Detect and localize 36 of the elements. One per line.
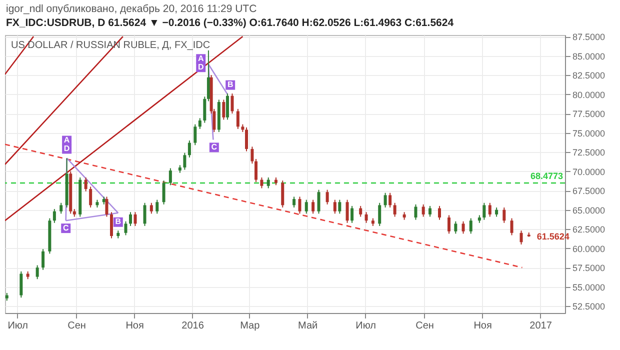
y-tick-label: 75.0000: [572, 128, 606, 138]
y-tick-label: 77.5000: [572, 109, 606, 120]
x-tick-label: Ноя: [126, 320, 144, 332]
x-tick-label: Ноя: [474, 320, 492, 332]
y-tick-label: 87.5000: [572, 32, 606, 42]
x-tick-label: 2016: [182, 320, 204, 332]
y-tick-label: 72.5000: [572, 148, 606, 158]
y-tick-label: 80.0000: [572, 90, 606, 100]
annotation: A: [64, 136, 70, 144]
y-tick-label: 65.0000: [572, 205, 606, 216]
x-tick-label: Сен: [416, 320, 434, 332]
annotation: C: [62, 223, 69, 232]
x-tick-label: Июл: [8, 320, 28, 332]
x-tick-label: Май: [298, 320, 318, 332]
x-tick-label: Сен: [68, 320, 86, 332]
y-tick-label: 52.5000: [572, 302, 606, 312]
y-tick-label: 62.5000: [572, 224, 606, 235]
y-tick-label: 57.5000: [572, 263, 606, 274]
y-tick-label: 55.0000: [572, 282, 606, 292]
annotation: B: [227, 80, 234, 90]
y-tick-label: 85.0000: [572, 51, 606, 62]
x-tick-label: Июл: [356, 320, 376, 332]
y-tick-label: 82.5000: [572, 70, 606, 81]
x-tick-label: Мар: [240, 320, 260, 332]
y-tick-label: 70.0000: [572, 166, 606, 177]
text: igor_ndl опубликовано, декабрь 20, 2016 11:29 UTC: [6, 2, 258, 16]
annotation: D: [64, 144, 70, 153]
annotation: B: [115, 217, 122, 226]
ref-line-label: 68.4773: [530, 171, 563, 182]
y-tick-label: 60.0000: [572, 244, 606, 254]
annotation: C: [211, 142, 218, 152]
x-tick-label: 2017: [530, 320, 552, 332]
annotation: D: [198, 62, 204, 72]
y-tick-label: 67.5000: [572, 186, 606, 196]
annotation: A: [198, 54, 204, 63]
chart-subtitle: FX_IDC:USDRUB, D 61.5624 ▼ −0.2016 (−0.33%) O:61.7640 H:62.0526 L:61.4963 C:61.5624: [6, 16, 455, 30]
